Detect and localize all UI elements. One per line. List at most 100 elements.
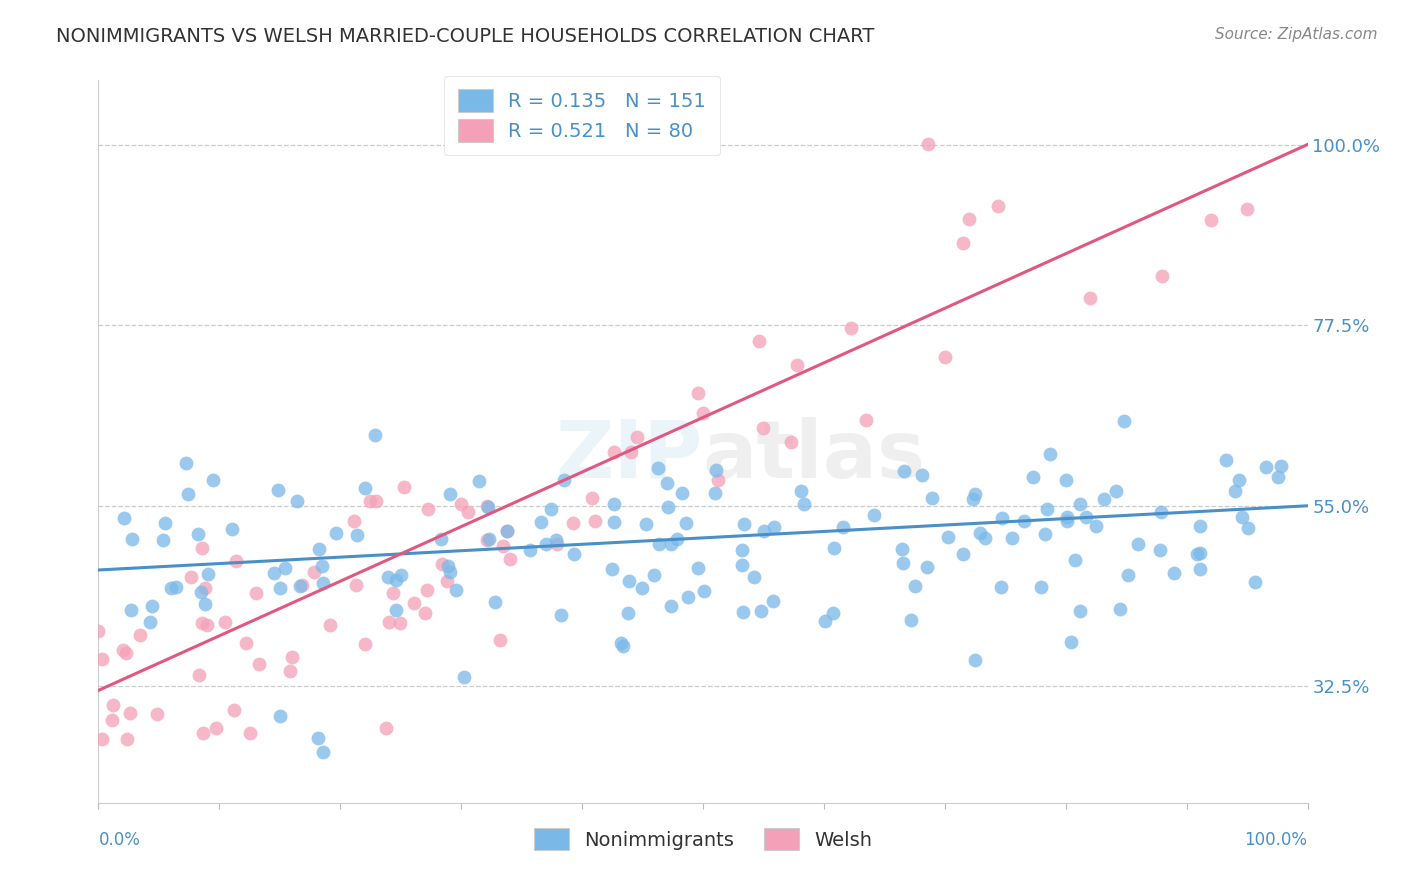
Point <box>962 491 984 506</box>
Point <box>581 491 603 505</box>
Point <box>413 607 436 621</box>
Point <box>917 560 939 574</box>
Point <box>389 567 412 582</box>
Point <box>963 486 986 500</box>
Point <box>1064 553 1087 567</box>
Point <box>1270 459 1292 474</box>
Point <box>1149 543 1171 558</box>
Point <box>600 561 623 575</box>
Point <box>1236 202 1258 216</box>
Point <box>863 508 886 522</box>
Point <box>197 567 219 582</box>
Point <box>1199 212 1222 227</box>
Point <box>1215 453 1237 467</box>
Point <box>120 706 142 720</box>
Point <box>706 473 728 487</box>
Point <box>540 502 562 516</box>
Point <box>354 481 377 495</box>
Point <box>934 350 956 364</box>
Point <box>1108 601 1130 615</box>
Point <box>375 721 398 735</box>
Point <box>665 532 688 546</box>
Point <box>661 599 683 613</box>
Point <box>1069 604 1091 618</box>
Point <box>290 578 312 592</box>
Point <box>620 444 643 458</box>
Point <box>285 493 308 508</box>
Point <box>603 445 626 459</box>
Point <box>786 358 808 372</box>
Point <box>416 502 439 516</box>
Point <box>1056 514 1078 528</box>
Point <box>1092 492 1115 507</box>
Point <box>263 566 285 581</box>
Point <box>1033 527 1056 541</box>
Point <box>779 434 801 449</box>
Point <box>904 579 927 593</box>
Point <box>245 586 267 600</box>
Point <box>693 584 716 599</box>
Point <box>1188 562 1211 576</box>
Point <box>274 561 297 575</box>
Point <box>319 618 342 632</box>
Point <box>1084 518 1107 533</box>
Point <box>891 557 914 571</box>
Point <box>190 584 212 599</box>
Point <box>631 581 654 595</box>
Point <box>146 706 169 721</box>
Point <box>187 526 209 541</box>
Point <box>793 497 815 511</box>
Point <box>1163 566 1185 581</box>
Point <box>269 581 291 595</box>
Point <box>450 497 472 511</box>
Point <box>112 511 135 525</box>
Point <box>312 745 335 759</box>
Point <box>749 604 772 618</box>
Point <box>1054 473 1077 487</box>
Point <box>648 537 671 551</box>
Point <box>546 533 568 547</box>
Point <box>112 643 135 657</box>
Point <box>1078 291 1101 305</box>
Point <box>1114 414 1136 428</box>
Point <box>381 586 404 600</box>
Point <box>643 567 665 582</box>
Point <box>704 486 727 500</box>
Point <box>546 537 568 551</box>
Point <box>626 430 648 444</box>
Point <box>762 520 785 534</box>
Point <box>281 649 304 664</box>
Point <box>439 565 461 579</box>
Point <box>1038 447 1060 461</box>
Point <box>1185 547 1208 561</box>
Point <box>91 731 114 746</box>
Point <box>101 714 124 728</box>
Point <box>1012 514 1035 528</box>
Point <box>436 558 458 573</box>
Text: ZIP: ZIP <box>555 417 703 495</box>
Point <box>288 579 311 593</box>
Point <box>129 628 152 642</box>
Point <box>730 543 752 558</box>
Point <box>489 633 512 648</box>
Point <box>139 615 162 630</box>
Point <box>91 652 114 666</box>
Point <box>530 515 553 529</box>
Point <box>115 731 138 746</box>
Point <box>384 603 406 617</box>
Point <box>671 485 693 500</box>
Point <box>177 487 200 501</box>
Point <box>519 543 541 558</box>
Point <box>478 532 501 546</box>
Point <box>457 505 479 519</box>
Point <box>378 615 401 629</box>
Point <box>814 614 837 628</box>
Point <box>235 636 257 650</box>
Point <box>990 580 1012 594</box>
Point <box>583 514 606 528</box>
Point <box>496 524 519 539</box>
Point <box>278 664 301 678</box>
Point <box>247 657 270 672</box>
Point <box>1060 635 1083 649</box>
Point <box>121 532 143 546</box>
